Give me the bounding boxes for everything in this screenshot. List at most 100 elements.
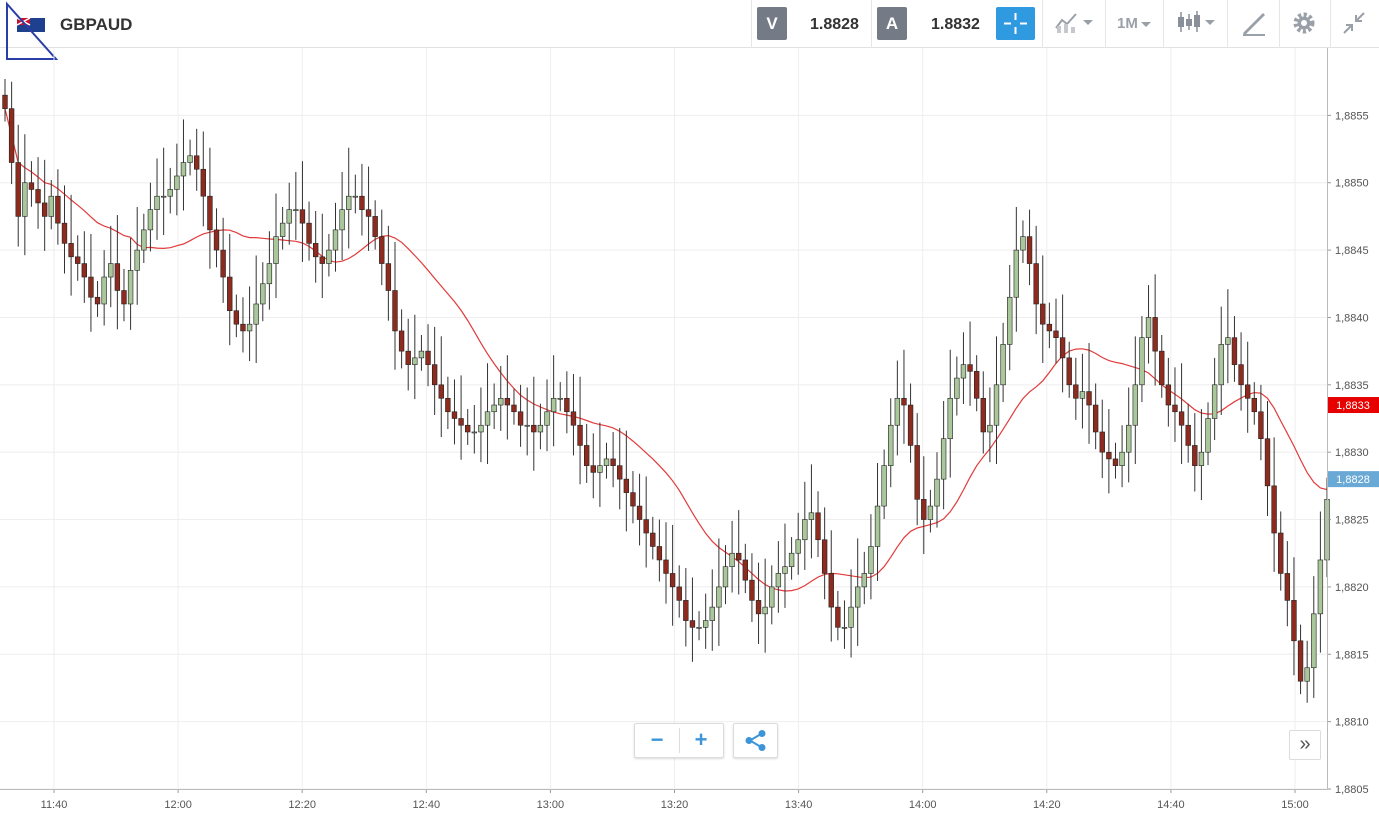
candle-up — [709, 606, 715, 621]
candle-up — [987, 424, 993, 433]
candle-down — [2, 94, 8, 109]
candle-up — [861, 573, 867, 588]
candle-up — [246, 323, 253, 332]
y-axis-tick-label: 1,8840 — [1335, 312, 1369, 324]
candle-down — [835, 606, 841, 628]
candle-up — [187, 155, 193, 163]
candle-down — [194, 155, 200, 170]
candle-down — [372, 216, 378, 237]
candle-down — [577, 424, 583, 446]
toolbar-divider — [1330, 0, 1331, 48]
candle-down — [379, 236, 385, 264]
x-axis-tick-label: 14:40 — [1157, 799, 1185, 811]
settings-button[interactable] — [1291, 10, 1317, 38]
candle-down — [61, 222, 68, 244]
x-axis-tick-label: 14:00 — [909, 799, 937, 811]
buy-button[interactable]: A — [877, 7, 907, 40]
share-button[interactable] — [733, 723, 778, 758]
x-axis-tick-label: 11:40 — [41, 799, 68, 811]
candle-down — [312, 243, 319, 258]
price-label-box — [1328, 471, 1379, 488]
candle-down — [114, 263, 121, 291]
candle-up — [550, 397, 557, 413]
candlestick-icon — [1178, 11, 1200, 32]
zoom-in-button[interactable]: + — [694, 727, 708, 752]
x-axis-tick-label: 13:20 — [661, 799, 689, 811]
candle-up — [1119, 451, 1125, 466]
candle-up — [722, 566, 729, 588]
chart-type-menu[interactable] — [1176, 10, 1215, 38]
y-axis-tick-label: 1,8805 — [1335, 784, 1369, 796]
candle-up — [702, 620, 709, 628]
candle-down — [755, 600, 762, 615]
drawing-tools-button[interactable] — [1240, 10, 1266, 38]
candle-down — [901, 397, 907, 406]
candle-down — [1264, 438, 1271, 487]
candle-down — [531, 424, 537, 433]
candle-down — [1278, 532, 1284, 574]
candle-up — [101, 276, 107, 305]
candle-down — [617, 465, 623, 480]
candle-up — [762, 606, 768, 615]
candle-up — [1211, 384, 1218, 419]
candle-up — [597, 465, 603, 473]
candle-down — [1185, 424, 1191, 446]
candle-down — [1165, 384, 1172, 406]
candle-up — [253, 303, 259, 325]
chevron-down-icon — [1205, 19, 1215, 25]
candle-down — [68, 243, 74, 258]
candle-down — [438, 384, 444, 399]
pencil-ruler-icon — [1243, 13, 1265, 36]
symbol-title: GBPAUD — [60, 15, 133, 34]
candle-down — [1291, 600, 1297, 642]
collapse-button[interactable] — [1341, 10, 1367, 38]
candle-up — [412, 357, 418, 365]
candle-up — [1225, 337, 1231, 345]
scroll-right-button[interactable]: » — [1289, 730, 1321, 760]
candle-down — [623, 478, 630, 493]
candle-down — [921, 499, 927, 520]
candle-down — [299, 209, 306, 224]
crosshair-button[interactable] — [996, 7, 1035, 40]
candle-down — [1152, 317, 1158, 352]
y-axis-tick-label: 1,8810 — [1335, 717, 1369, 729]
candle-down — [213, 229, 220, 251]
price-label: 1,8833 — [1336, 400, 1370, 412]
candle-up — [1311, 613, 1317, 669]
candle-up — [326, 249, 332, 264]
toolbar-divider — [1227, 0, 1228, 48]
timeframe-menu[interactable]: 1M — [1117, 10, 1151, 38]
candle-up — [874, 505, 881, 547]
toolbar-divider — [871, 0, 872, 48]
candle-down — [980, 397, 986, 433]
candle-down — [1059, 337, 1066, 359]
price-chart[interactable]: 1,8855 1,8850 1,8845 1,8840 1,8835 1,8830 1,88… — [0, 48, 1379, 824]
candle-down — [584, 445, 590, 466]
candle-down — [1159, 350, 1165, 386]
indicators-menu[interactable] — [1054, 10, 1093, 38]
sell-button[interactable]: V — [757, 7, 787, 40]
candle-down — [676, 586, 682, 601]
candle-up — [1079, 391, 1086, 399]
y-axis-tick-label: 1,8820 — [1335, 582, 1369, 594]
indicator-chart-icon — [1055, 13, 1077, 33]
candle-down — [359, 195, 365, 210]
candle-down — [1092, 404, 1099, 433]
candle-down — [75, 256, 81, 264]
candle-down — [1106, 451, 1112, 460]
zoom-out-button[interactable]: − — [650, 727, 664, 752]
candle-up — [1007, 296, 1013, 345]
candle-down — [815, 512, 821, 541]
moving-average-line — [4, 108, 1328, 592]
x-axis-tick-label: 15:00 — [1281, 799, 1309, 811]
candle-down — [306, 222, 312, 244]
candle-down — [398, 330, 405, 352]
chevron-down-icon — [1083, 19, 1093, 25]
candle-down — [35, 189, 41, 204]
price-label-box — [1328, 397, 1379, 414]
candle-up — [537, 424, 544, 433]
candle-up — [881, 465, 887, 507]
x-axis-tick-label: 13:40 — [785, 799, 813, 811]
y-axis-tick-label: 1,8850 — [1335, 178, 1369, 190]
toolbar-divider — [1279, 0, 1280, 48]
